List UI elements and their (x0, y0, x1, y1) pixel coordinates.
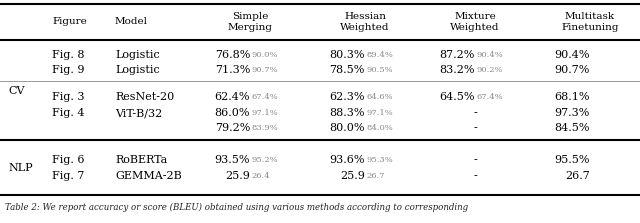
Text: 93.5%: 93.5% (214, 155, 250, 165)
Text: Fig. 6: Fig. 6 (52, 155, 84, 165)
Text: GEMMA-2B: GEMMA-2B (115, 171, 182, 181)
Text: 26.4: 26.4 (252, 172, 270, 180)
Text: 80.0%: 80.0% (330, 123, 365, 133)
Text: 90.7%: 90.7% (555, 65, 590, 75)
Text: 90.4%: 90.4% (477, 51, 503, 59)
Text: Logistic: Logistic (115, 65, 160, 75)
Text: 79.2%: 79.2% (214, 123, 250, 133)
Text: Fig. 9: Fig. 9 (52, 65, 84, 75)
Text: Multitask
Finetuning: Multitask Finetuning (561, 12, 619, 32)
Text: Mixture
Weighted: Mixture Weighted (451, 12, 500, 32)
Text: 84.5%: 84.5% (554, 123, 590, 133)
Text: 62.3%: 62.3% (330, 92, 365, 102)
Text: -: - (473, 171, 477, 181)
Text: 25.9: 25.9 (225, 171, 250, 181)
Text: Table 2: We report accuracy or score (BLEU) obtained using various methods accor: Table 2: We report accuracy or score (BL… (5, 202, 468, 212)
Text: Fig. 8: Fig. 8 (52, 50, 84, 60)
Text: 26.7: 26.7 (565, 171, 590, 181)
Text: Fig. 3: Fig. 3 (52, 92, 84, 102)
Text: -: - (473, 123, 477, 133)
Text: ViT-B/32: ViT-B/32 (115, 108, 163, 118)
Text: -: - (473, 155, 477, 165)
Text: 90.7%: 90.7% (252, 66, 278, 74)
Text: CV: CV (8, 87, 24, 97)
Text: 84.0%: 84.0% (367, 124, 393, 132)
Text: 78.5%: 78.5% (330, 65, 365, 75)
Text: 26.7: 26.7 (367, 172, 385, 180)
Text: Hessian
Weighted: Hessian Weighted (340, 12, 390, 32)
Text: Figure: Figure (52, 17, 87, 27)
Text: 90.2%: 90.2% (477, 66, 503, 74)
Text: Simple
Merging: Simple Merging (227, 12, 273, 32)
Text: 62.4%: 62.4% (214, 92, 250, 102)
Text: Model: Model (115, 17, 148, 27)
Text: 95.2%: 95.2% (252, 156, 278, 164)
Text: 89.4%: 89.4% (367, 51, 394, 59)
Text: 97.1%: 97.1% (252, 109, 278, 117)
Text: 68.1%: 68.1% (554, 92, 590, 102)
Text: -: - (473, 108, 477, 118)
Text: 95.5%: 95.5% (554, 155, 590, 165)
Text: 88.3%: 88.3% (330, 108, 365, 118)
Text: 67.4%: 67.4% (252, 93, 278, 101)
Text: 64.6%: 64.6% (367, 93, 393, 101)
Text: 93.6%: 93.6% (330, 155, 365, 165)
Text: Fig. 7: Fig. 7 (52, 171, 84, 181)
Text: NLP: NLP (8, 163, 33, 173)
Text: 86.0%: 86.0% (214, 108, 250, 118)
Text: 90.5%: 90.5% (367, 66, 393, 74)
Text: 64.5%: 64.5% (440, 92, 475, 102)
Text: 83.9%: 83.9% (252, 124, 278, 132)
Text: ResNet-20: ResNet-20 (115, 92, 174, 102)
Text: 87.2%: 87.2% (440, 50, 475, 60)
Text: 76.8%: 76.8% (214, 50, 250, 60)
Text: RoBERTa: RoBERTa (115, 155, 167, 165)
Text: 71.3%: 71.3% (214, 65, 250, 75)
Text: 83.2%: 83.2% (440, 65, 475, 75)
Text: 90.4%: 90.4% (554, 50, 590, 60)
Text: 67.4%: 67.4% (477, 93, 503, 101)
Text: 97.3%: 97.3% (555, 108, 590, 118)
Text: 97.1%: 97.1% (367, 109, 393, 117)
Text: 25.9: 25.9 (340, 171, 365, 181)
Text: 80.3%: 80.3% (330, 50, 365, 60)
Text: Fig. 4: Fig. 4 (52, 108, 84, 118)
Text: Logistic: Logistic (115, 50, 160, 60)
Text: 90.0%: 90.0% (252, 51, 278, 59)
Text: 95.3%: 95.3% (367, 156, 393, 164)
